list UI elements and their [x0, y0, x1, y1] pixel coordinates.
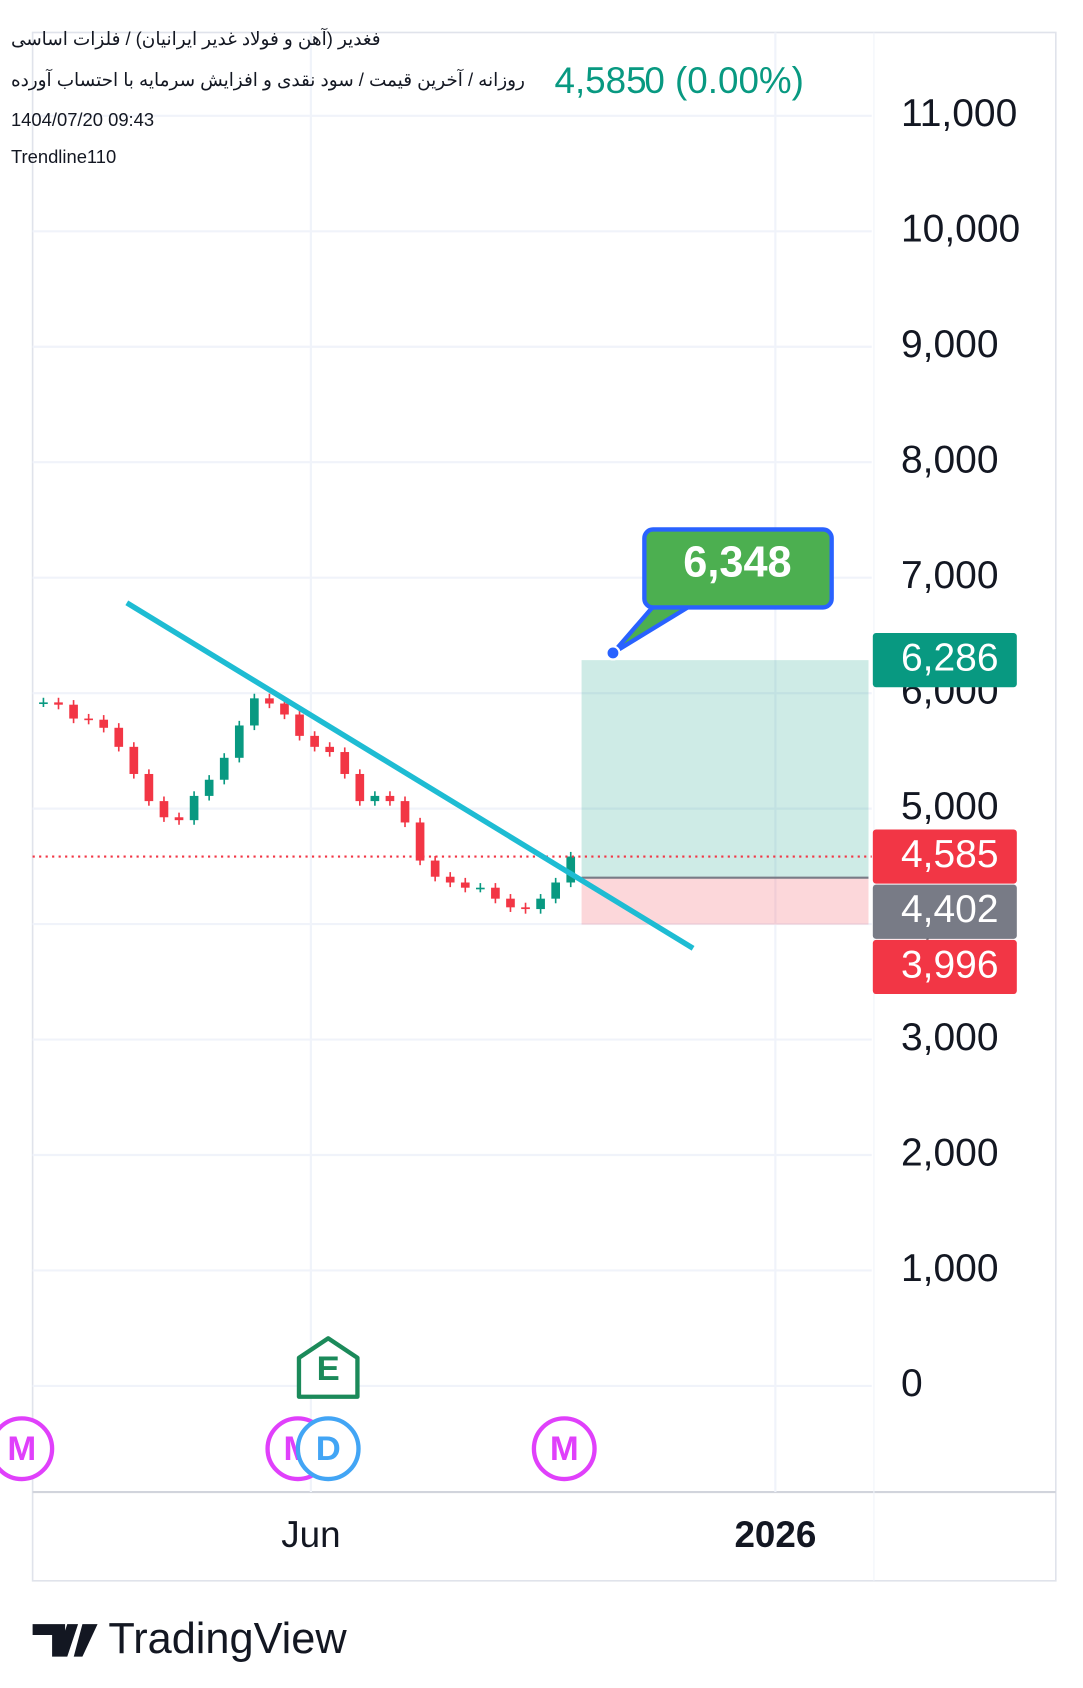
y-tick-label: 2,000	[901, 1131, 999, 1174]
y-tick-label: 8,000	[901, 439, 999, 482]
trendline	[125, 600, 695, 951]
event-marker-label: M	[550, 1430, 579, 1468]
candle-body	[295, 714, 304, 736]
candle-body	[506, 898, 515, 908]
candle-body	[189, 795, 199, 821]
candle-body	[430, 860, 440, 877]
y-tick-label: 5,000	[901, 785, 999, 828]
candle-body	[370, 795, 380, 802]
candle-body	[536, 898, 545, 910]
price-label: 4,402	[901, 888, 999, 931]
candle-body	[204, 779, 214, 796]
y-tick-label: 0	[901, 1362, 923, 1405]
candle-body	[174, 817, 184, 821]
candle-body	[144, 773, 154, 802]
x-tick-label: 2026	[734, 1514, 816, 1555]
candle-body	[476, 887, 485, 890]
candle-body	[325, 746, 335, 753]
candle-body	[114, 727, 124, 747]
event-marker	[0, 1416, 55, 1482]
y-tick-label: 7,000	[901, 554, 999, 597]
stop-zone	[581, 877, 869, 925]
candle-body	[445, 876, 455, 883]
candle-body	[84, 718, 93, 721]
candle-body	[310, 735, 319, 747]
candle-body	[234, 725, 244, 758]
price-label-box	[872, 939, 1017, 995]
candle-body	[99, 719, 109, 728]
candle-body	[551, 882, 560, 899]
candle-body	[129, 746, 139, 774]
price-change: 0 (0.00%)	[644, 60, 804, 101]
candle-body	[250, 698, 259, 726]
candle-body	[491, 887, 500, 899]
candle-body	[400, 801, 410, 823]
candle-body	[415, 822, 425, 861]
price-label: 6,286	[901, 636, 999, 679]
candle-body	[355, 773, 365, 802]
candle-body	[219, 757, 229, 780]
author: Trendline110	[11, 146, 116, 167]
overlays: 6,348	[32, 527, 872, 951]
candle-body	[340, 752, 350, 774]
candle-body	[280, 703, 289, 715]
price-label-box	[872, 633, 1017, 688]
event-marker-label: D	[316, 1430, 341, 1468]
event-marker-label: M	[7, 1430, 36, 1468]
price-label-box	[872, 884, 1017, 939]
brand: TradingView	[108, 1615, 347, 1663]
candle-body	[69, 704, 78, 719]
event-marker	[531, 1416, 597, 1482]
brand-logo: TradingView	[32, 1615, 347, 1663]
candle-body	[566, 856, 576, 883]
symbol-title: فغدیر (آهن و فولاد غدیر ایرانیان) / فلزا…	[11, 28, 381, 50]
last-price: 4,585	[554, 60, 646, 101]
timestamp: 1404/07/20 09:43	[11, 109, 154, 130]
earnings-marker	[296, 1336, 360, 1399]
candle-body	[521, 907, 530, 910]
candle-body	[265, 698, 274, 704]
price-label: 3,996	[901, 943, 999, 986]
candle-body	[385, 795, 395, 802]
y-tick-label: 10,000	[901, 208, 1020, 251]
target-zone	[581, 660, 869, 878]
x-tick-label: Jun	[281, 1514, 340, 1555]
position-tool	[581, 660, 869, 925]
y-tick-label: 1,000	[901, 1247, 999, 1290]
callout-label: 6,348	[683, 539, 791, 587]
price-label: 4,585	[901, 833, 999, 876]
candles	[39, 693, 576, 914]
callout-pointer	[610, 602, 696, 656]
price-label-box	[872, 829, 1017, 884]
candle-body	[54, 702, 63, 705]
callout-box	[642, 527, 834, 610]
chart-frame	[31, 31, 1057, 1582]
grid	[32, 114, 872, 1387]
candle-body	[159, 801, 169, 818]
callout-anchor	[605, 645, 621, 661]
y-tick-label: 11,000	[901, 92, 1017, 135]
earnings-marker-label: E	[317, 1350, 340, 1388]
subtitle: روزانه / آخرین قیمت / سود نقدی و افزایش …	[11, 69, 525, 91]
y-tick-label: 3,000	[901, 1016, 999, 1059]
event-marker	[295, 1416, 361, 1482]
candle-body	[460, 882, 470, 888]
candle-body	[39, 702, 48, 705]
y-tick-label: 9,000	[901, 323, 999, 366]
